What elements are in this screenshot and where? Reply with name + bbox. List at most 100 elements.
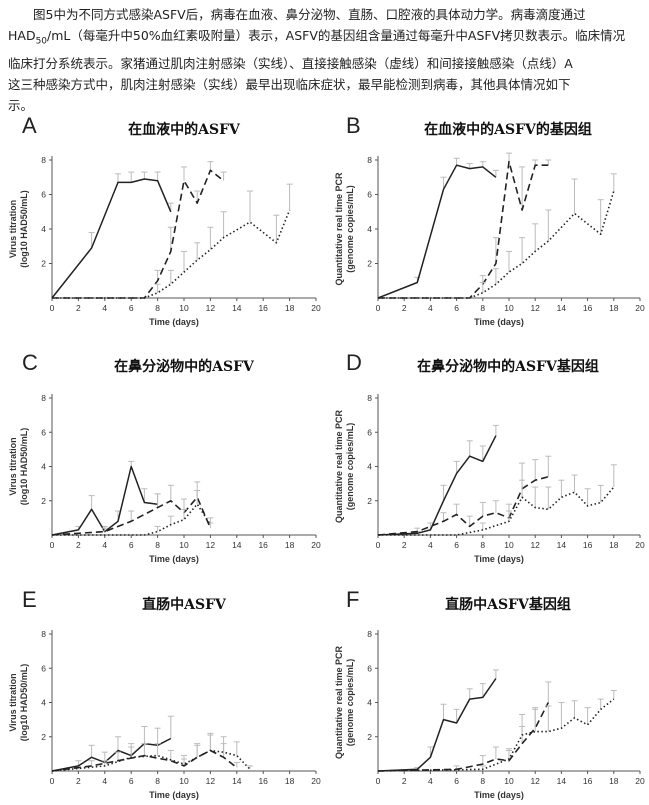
series-dashed-line-c — [51, 496, 212, 536]
panel-letter-c: C — [22, 350, 38, 375]
y-tick-label-d: 6 — [367, 427, 372, 437]
series-dotted-line-d — [378, 486, 615, 536]
x-tick-label-b: 16 — [583, 303, 593, 313]
series-dotted-line-c — [52, 503, 212, 536]
x-tick-label-f: 14 — [557, 776, 567, 786]
x-tick-label-b: 0 — [376, 303, 381, 313]
x-tick-label-d: 14 — [557, 540, 567, 550]
y-tick-label-e: 4 — [41, 698, 46, 708]
x-tick-label-d: 18 — [609, 540, 619, 550]
series-dotted-line-e — [51, 749, 251, 772]
caption-had-subscript: 50 — [35, 36, 48, 47]
y-axis-label-b: Quantitative real time PCR — [334, 172, 344, 286]
caption-line-5: 示。 — [8, 97, 34, 113]
x-axis-label-e: Time (days) — [149, 790, 199, 800]
x-tick-label-c: 2 — [76, 540, 81, 550]
chart-title-a: 在血液中的ASFV — [128, 121, 241, 138]
series-solid-line-c — [51, 465, 158, 536]
y-tick-label-f: 2 — [367, 732, 372, 742]
x-tick-label-a: 4 — [102, 303, 107, 313]
x-tick-label-a: 2 — [76, 303, 81, 313]
x-axis-label-a: Time (days) — [149, 317, 199, 327]
series-solid-line-b — [377, 164, 497, 299]
x-axis-label-b: Time (days) — [474, 317, 524, 327]
x-tick-label-e: 12 — [206, 776, 216, 786]
x-tick-label-b: 6 — [454, 303, 459, 313]
x-tick-label-e: 18 — [285, 776, 295, 786]
series-solid-line-f — [377, 678, 497, 772]
x-tick-label-e: 16 — [258, 776, 268, 786]
x-tick-label-f: 6 — [454, 776, 459, 786]
chart-title-d: 在鼻分泌物中的ASFV基因组 — [417, 358, 599, 375]
x-tick-label-e: 4 — [102, 776, 107, 786]
y-tick-label-e: 8 — [41, 629, 46, 639]
y-axis-label-2-b: (genome copies/mL) — [345, 185, 355, 273]
caption-line-4: 这三种感染方式中，肌肉注射感染（实线）最早出现临床症状，最早能检测到病毒，其他具… — [8, 76, 571, 92]
y-axis-label-d: Quantitative real time PCR — [334, 409, 344, 523]
y-axis-label-2-c: (log10 HAD50/mL) — [19, 428, 29, 506]
series-solid-line-a — [51, 178, 172, 299]
chart-panel-f: F 直肠中ASFV基因组 0 2 4 6 8 10 12 14 16 18 20 2 4 6 8 Time (da… — [334, 587, 645, 800]
x-tick-label-a: 12 — [206, 303, 216, 313]
x-tick-label-a: 8 — [155, 303, 160, 313]
y-tick-label-c: 6 — [41, 427, 46, 437]
x-tick-label-c: 18 — [285, 540, 295, 550]
chart-title-b: 在血液中的ASFV的基因组 — [424, 121, 592, 138]
x-tick-label-d: 0 — [376, 540, 381, 550]
figure-caption: 图5中为不同方式感染ASFV后，病毒在血液、鼻分泌物、直肠、口腔液的具体动力学。… — [8, 4, 644, 116]
x-tick-label-c: 14 — [232, 540, 242, 550]
x-tick-label-b: 8 — [480, 303, 485, 313]
chart-panel-d: D 在鼻分泌物中的ASFV基因组 0 2 4 6 8 10 12 14 16 18 20 2 4 6 8 Time… — [334, 350, 645, 564]
series-dashed-line-a — [52, 169, 225, 299]
x-tick-label-d: 8 — [480, 540, 485, 550]
y-tick-label-a: 8 — [41, 155, 46, 165]
series-dotted-line-f — [377, 698, 615, 772]
panel-letter-e: E — [22, 587, 37, 612]
x-tick-label-c: 4 — [102, 540, 107, 550]
x-tick-label-f: 12 — [530, 776, 540, 786]
y-tick-label-b: 2 — [367, 259, 372, 269]
caption-line-3: 临床打分系统表示。家猪通过肌肉注射感染（实线）、直接接触感染（虚线）和间接接触感… — [8, 55, 573, 71]
chart-panel-e: E 直肠中ASFV 0 2 4 6 8 10 12 14 16 18 20 2 4 6 8 Time (days)… — [8, 587, 321, 800]
x-tick-label-b: 12 — [530, 303, 540, 313]
y-tick-label-e: 2 — [41, 732, 46, 742]
x-axis-label-f: Time (days) — [474, 790, 524, 800]
x-tick-label-a: 18 — [285, 303, 295, 313]
x-tick-label-a: 6 — [129, 303, 134, 313]
y-tick-label-d: 8 — [367, 393, 372, 403]
x-tick-label-a: 20 — [311, 303, 321, 313]
y-tick-label-c: 2 — [41, 496, 46, 506]
x-tick-label-c: 12 — [206, 540, 216, 550]
x-tick-label-d: 12 — [530, 540, 540, 550]
x-tick-label-c: 20 — [311, 540, 321, 550]
y-axis-label-f: Quantitative real time PCR — [334, 645, 344, 759]
x-tick-label-d: 20 — [635, 540, 645, 550]
x-tick-label-b: 10 — [504, 303, 514, 313]
y-tick-label-d: 4 — [367, 462, 372, 472]
x-tick-label-d: 4 — [428, 540, 433, 550]
y-tick-label-f: 4 — [367, 698, 372, 708]
x-tick-label-f: 0 — [376, 776, 381, 786]
y-tick-label-b: 6 — [367, 190, 372, 200]
chart-panel-a: A 在血液中的ASFV 0 2 4 6 8 10 12 14 16 18 20 2 4 6 8 Time (day… — [8, 113, 321, 327]
x-tick-label-f: 2 — [402, 776, 407, 786]
y-axis-label-c: Virus titration — [8, 437, 18, 495]
x-tick-label-a: 14 — [232, 303, 242, 313]
series-dashed-line-e — [51, 749, 238, 772]
y-tick-label-a: 4 — [41, 224, 46, 234]
x-tick-label-b: 2 — [402, 303, 407, 313]
x-tick-label-a: 0 — [50, 303, 55, 313]
chart-title-e: 直肠中ASFV — [142, 596, 227, 613]
caption-line-1: 图5中为不同方式感染ASFV后，病毒在血液、鼻分泌物、直肠、口腔液的具体动力学。… — [33, 7, 586, 22]
y-axis-label-a: Virus titration — [8, 200, 18, 258]
y-axis-label-2-d: (genome copies/mL) — [345, 423, 355, 511]
y-tick-label-a: 2 — [41, 259, 46, 269]
x-tick-label-e: 14 — [232, 776, 242, 786]
x-axis-label-d: Time (days) — [474, 554, 524, 564]
caption-had: HAD — [8, 28, 36, 43]
x-tick-label-c: 10 — [179, 540, 189, 550]
x-tick-label-f: 20 — [635, 776, 645, 786]
y-axis-label-2-f: (genome copies/mL) — [345, 659, 355, 747]
y-tick-label-a: 6 — [41, 190, 46, 200]
